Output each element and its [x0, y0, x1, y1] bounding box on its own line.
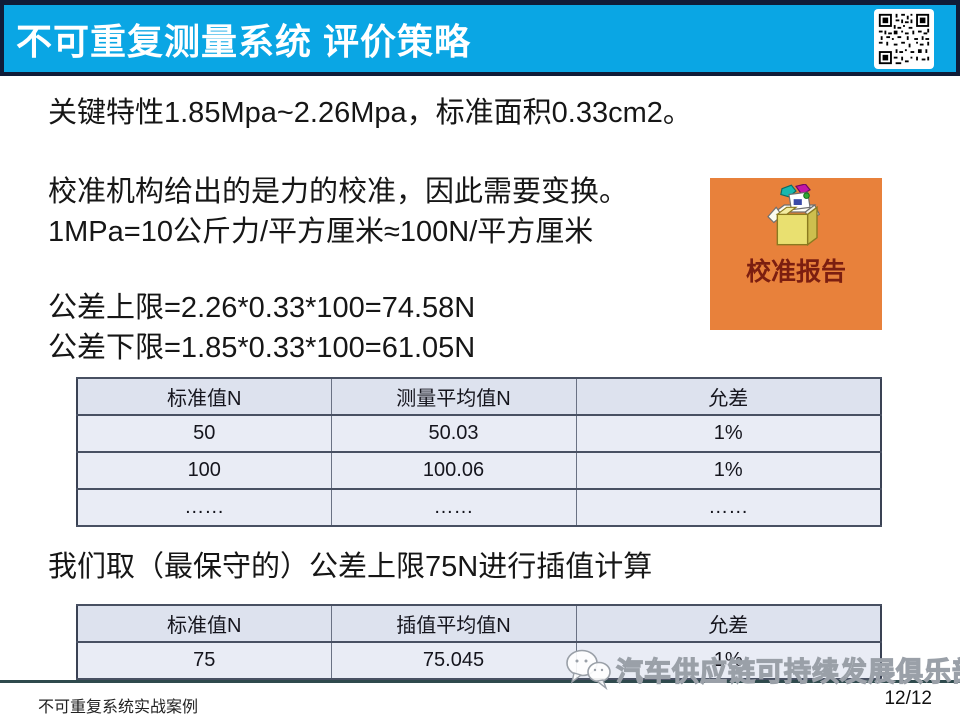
calibration-report-label: 校准报告	[745, 258, 846, 286]
watermark-text: 汽车供应链可持续发展俱乐部	[615, 656, 960, 687]
qr-code	[874, 9, 934, 69]
slide-title: 不可重复测量系统 评价策略	[16, 20, 472, 62]
cell: 1%	[575, 451, 882, 490]
cell: 100.06	[330, 451, 577, 490]
interpolation-table: 标准值N 插值平均值N 允差 75 75.045 1%	[76, 604, 882, 680]
table-row: 100 100.06 1%	[76, 451, 882, 490]
table-row: 50 50.03 1%	[76, 414, 882, 453]
col-tolerance: 允差	[575, 604, 882, 643]
col-interpolated-average: 插值平均值N	[330, 604, 577, 643]
cell: ……	[76, 488, 332, 527]
cell: 75.045	[330, 641, 577, 680]
tolerance-upper-text: 公差上限=2.26*0.33*100=74.58N	[48, 292, 476, 324]
table-row: 75 75.045 1%	[76, 641, 882, 680]
table-header-row: 标准值N 插值平均值N 允差	[76, 604, 882, 643]
cell: 1%	[575, 641, 882, 680]
table-header-row: 标准值N 测量平均值N 允差	[76, 377, 882, 416]
col-measured-average: 测量平均值N	[330, 377, 577, 416]
col-standard-value: 标准值N	[76, 604, 332, 643]
cell: ……	[575, 488, 882, 527]
package-icon	[767, 184, 821, 247]
chat-bubbles-logo-icon	[566, 649, 611, 691]
qr-code-icon	[877, 12, 931, 66]
measurement-table: 标准值N 测量平均值N 允差 50 50.03 1% 100 100.06 1%…	[76, 377, 882, 527]
footer-title: 不可重复系统实战案例	[38, 699, 199, 716]
col-standard-value: 标准值N	[76, 377, 332, 416]
cell: 50.03	[330, 414, 577, 453]
col-tolerance: 允差	[575, 377, 882, 416]
cell: 100	[76, 451, 332, 490]
calibration-report-box: 校准报告	[710, 178, 882, 330]
tolerance-lower-text: 公差下限=1.85*0.33*100=61.05N	[48, 332, 476, 364]
cell: ……	[330, 488, 577, 527]
table-row: …… …… ……	[76, 488, 882, 527]
cell: 75	[76, 641, 332, 680]
calibration-paragraph: 校准机构给出的是力的校准，因此需要变换。 1MPa=10公斤力/平方厘米≈100…	[48, 172, 628, 252]
page-number: 12/12	[884, 688, 932, 709]
footer-divider	[0, 680, 960, 683]
cell: 50	[76, 414, 332, 453]
tolerance-paragraph: 公差上限=2.26*0.33*100=74.58N 公差下限=1.85*0.33…	[48, 288, 475, 368]
calibration-line-2: 1MPa=10公斤力/平方厘米≈100N/平方厘米	[48, 216, 594, 248]
calibration-line-1: 校准机构给出的是力的校准，因此需要变换。	[48, 176, 629, 208]
interpolation-note: 我们取（最保守的）公差上限75N进行插值计算	[48, 551, 653, 583]
watermark: 汽车供应链可持续发展俱乐部	[562, 646, 960, 692]
cell: 1%	[575, 414, 882, 453]
key-characteristic-text: 关键特性1.85Mpa~2.26Mpa，标准面积0.33cm2。	[48, 97, 692, 129]
slide-header: 不可重复测量系统 评价策略	[0, 0, 960, 76]
